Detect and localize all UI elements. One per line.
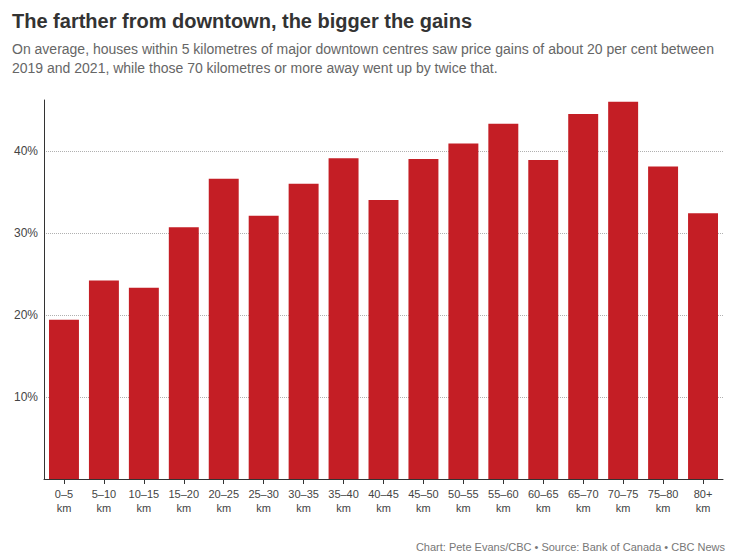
svg-text:10%: 10%	[14, 390, 38, 404]
svg-text:km: km	[456, 502, 471, 514]
svg-text:The farther from downtown, the: The farther from downtown, the bigger th…	[12, 10, 472, 32]
svg-text:km: km	[376, 502, 391, 514]
svg-text:10–15: 10–15	[129, 488, 160, 500]
svg-text:60–65: 60–65	[528, 488, 559, 500]
svg-text:40–45: 40–45	[368, 488, 399, 500]
svg-text:km: km	[496, 502, 511, 514]
svg-text:35–40: 35–40	[328, 488, 359, 500]
svg-text:50–55: 50–55	[448, 488, 479, 500]
svg-text:5–10: 5–10	[92, 488, 116, 500]
svg-text:30–35: 30–35	[288, 488, 319, 500]
svg-text:2019 and 2021, while those 70: 2019 and 2021, while those 70 kilometres…	[12, 60, 498, 76]
svg-text:40%: 40%	[14, 144, 38, 158]
svg-text:km: km	[137, 502, 152, 514]
svg-text:On average, houses within 5 ki: On average, houses within 5 kilometres o…	[12, 41, 718, 57]
svg-text:km: km	[336, 502, 351, 514]
svg-text:80+: 80+	[694, 488, 713, 500]
svg-text:km: km	[176, 502, 191, 514]
svg-text:km: km	[216, 502, 231, 514]
svg-text:30%: 30%	[14, 226, 38, 240]
svg-text:15–20: 15–20	[168, 488, 199, 500]
svg-text:km: km	[616, 502, 631, 514]
svg-text:km: km	[416, 502, 431, 514]
svg-text:0–5: 0–5	[55, 488, 73, 500]
svg-text:km: km	[57, 502, 72, 514]
svg-text:70–75: 70–75	[608, 488, 639, 500]
svg-text:20%: 20%	[14, 308, 38, 322]
svg-text:km: km	[296, 502, 311, 514]
svg-text:km: km	[576, 502, 591, 514]
svg-text:75–80: 75–80	[648, 488, 679, 500]
svg-text:Chart: Pete Evans/CBC • Source: Chart: Pete Evans/CBC • Source: Bank of …	[416, 541, 726, 553]
svg-text:25–30: 25–30	[248, 488, 279, 500]
svg-text:55–60: 55–60	[488, 488, 519, 500]
svg-text:45–50: 45–50	[408, 488, 439, 500]
svg-text:km: km	[97, 502, 112, 514]
svg-text:km: km	[536, 502, 551, 514]
svg-text:km: km	[696, 502, 711, 514]
svg-text:20–25: 20–25	[208, 488, 239, 500]
svg-text:km: km	[256, 502, 271, 514]
svg-text:65–70: 65–70	[568, 488, 599, 500]
svg-text:km: km	[656, 502, 671, 514]
